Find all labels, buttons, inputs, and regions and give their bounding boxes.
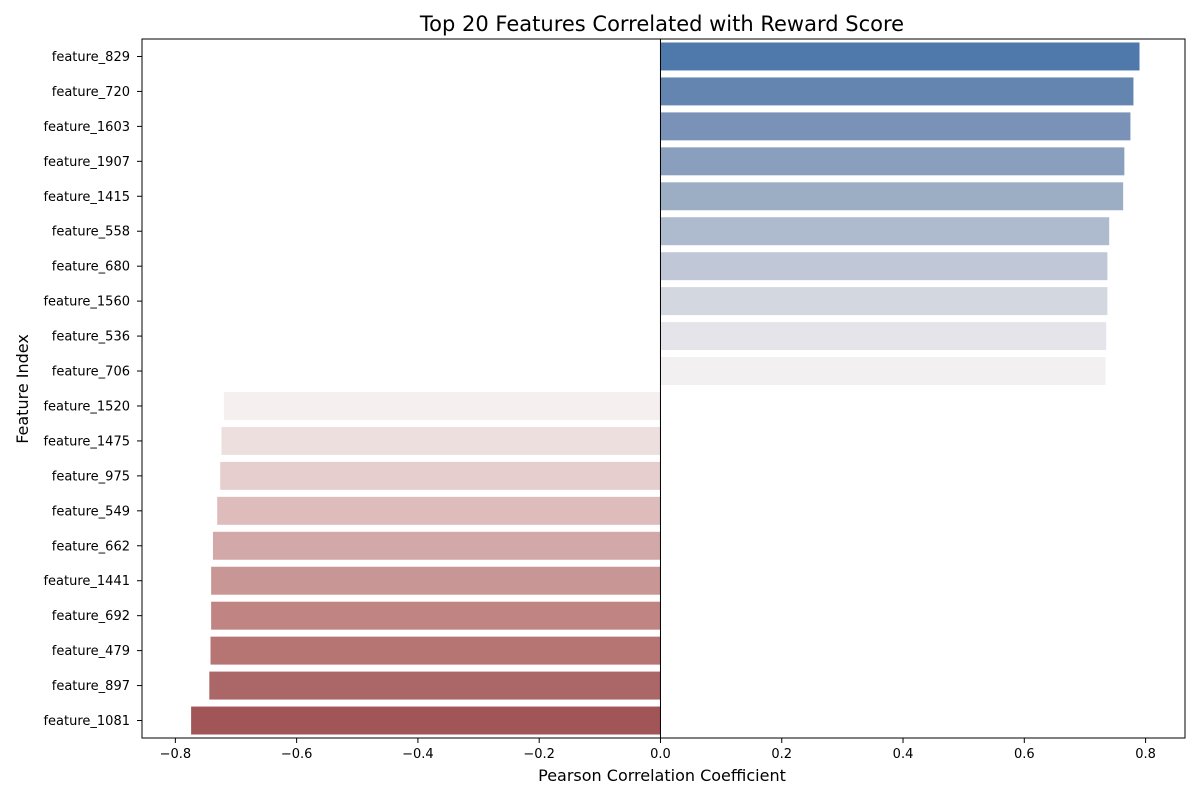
bar-feature_1520 [223, 391, 661, 420]
y-tick-label: feature_897 [52, 679, 130, 694]
y-axis-label: Feature Index [13, 334, 32, 444]
x-tick-label: 0.0 [650, 747, 671, 762]
bar-feature_1081 [191, 706, 661, 735]
bar-feature_1603 [660, 112, 1131, 141]
bar-feature_662 [212, 531, 661, 560]
bar-feature_975 [220, 461, 661, 490]
bar-feature_720 [660, 77, 1134, 106]
bar-feature_829 [660, 42, 1140, 71]
bar-feature_1907 [660, 147, 1125, 176]
chart-title: Top 20 Features Correlated with Reward S… [419, 12, 904, 36]
y-tick-label: feature_479 [52, 644, 130, 659]
bar-feature_1560 [660, 287, 1108, 316]
x-tick-label: −0.6 [281, 747, 313, 762]
bar-feature_1475 [221, 426, 661, 455]
y-tick-label: feature_720 [52, 85, 130, 100]
x-tick-label: 0.8 [1135, 747, 1156, 762]
x-axis-ticks: −0.8 −0.6 −0.4 −0.2 0.0 0.2 0.4 0.6 0.8 [160, 738, 1156, 762]
x-tick-label: −0.8 [160, 747, 192, 762]
y-tick-label: feature_706 [52, 365, 130, 380]
bar-feature_706 [660, 357, 1106, 386]
y-tick-label: feature_1441 [43, 574, 130, 589]
bar-feature_1441 [211, 566, 661, 595]
bar-feature_558 [660, 217, 1110, 246]
x-tick-label: 0.4 [893, 747, 914, 762]
y-tick-label: feature_1475 [43, 434, 130, 449]
y-tick-label: feature_549 [52, 504, 130, 519]
x-axis-label: Pearson Correlation Coefficient [538, 766, 786, 785]
bar-feature_1415 [660, 182, 1124, 211]
y-tick-label: feature_1520 [43, 399, 130, 414]
y-tick-label: feature_1081 [43, 714, 130, 729]
bar-feature_897 [209, 671, 661, 700]
x-tick-label: 0.6 [1014, 747, 1035, 762]
y-tick-label: feature_975 [52, 469, 130, 484]
bar-feature_549 [217, 496, 661, 525]
y-axis-ticks: feature_829 feature_720 feature_1603featur… [43, 50, 142, 729]
bar-feature_479 [210, 636, 661, 665]
x-tick-label: −0.4 [402, 747, 434, 762]
y-tick-label: feature_1603 [43, 120, 130, 135]
y-tick-label: feature_1560 [43, 295, 130, 310]
x-tick-label: −0.2 [523, 747, 555, 762]
y-tick-label: feature_692 [52, 609, 130, 624]
plot-frame [141, 38, 1186, 739]
y-tick-label: feature_1907 [43, 155, 130, 170]
y-tick-label: feature_536 [52, 330, 130, 345]
bar-feature_536 [660, 322, 1107, 351]
y-tick-label: feature_1415 [43, 190, 130, 205]
bar-feature_692 [211, 601, 661, 630]
x-tick-label: 0.2 [771, 747, 792, 762]
y-tick-label: feature_829 [52, 50, 130, 65]
bars [191, 42, 1140, 735]
y-tick-label: feature_680 [52, 260, 130, 275]
y-tick-label: feature_662 [52, 539, 130, 554]
bar-feature_680 [660, 252, 1108, 281]
y-tick-label: feature_558 [52, 225, 130, 240]
